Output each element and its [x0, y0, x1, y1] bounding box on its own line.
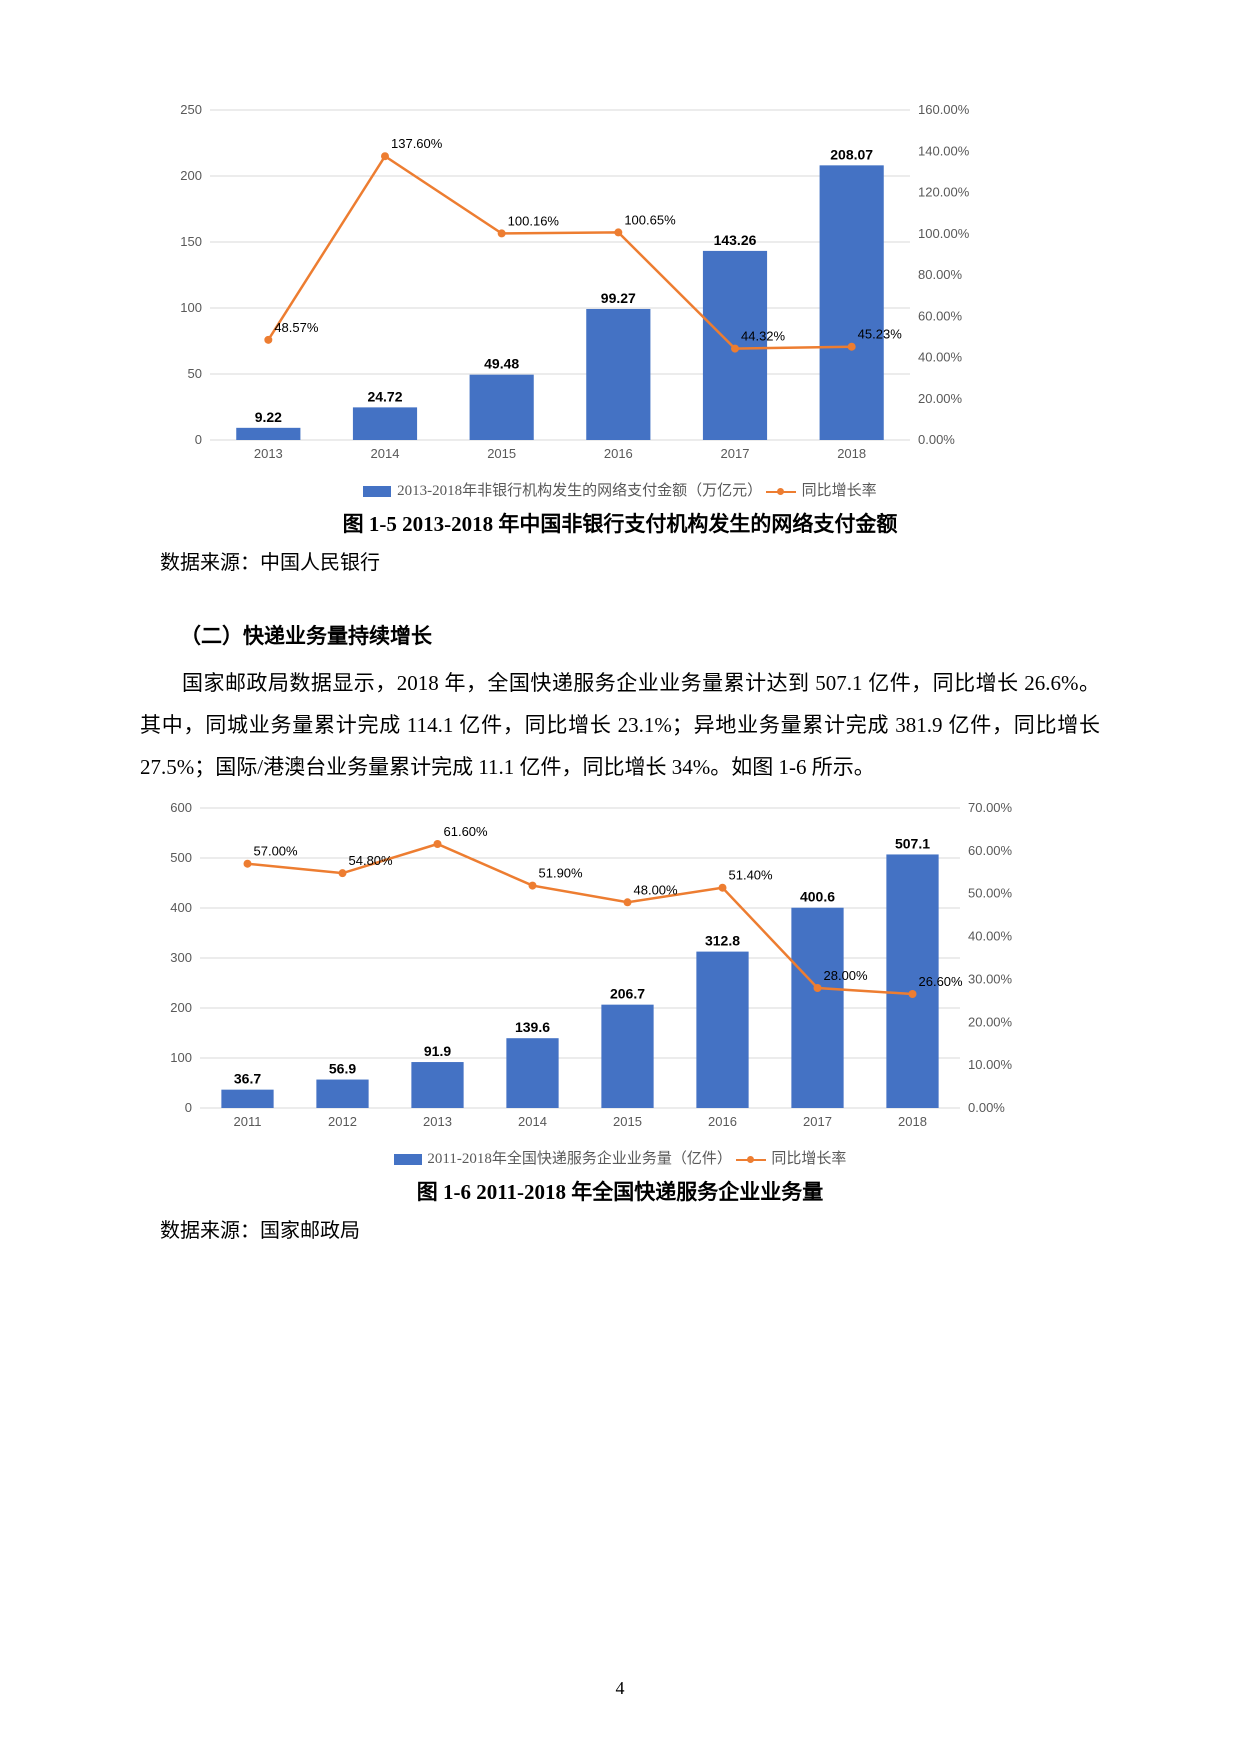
- svg-text:100: 100: [180, 300, 202, 315]
- chart-1-legend-line-icon: [766, 491, 796, 493]
- svg-text:100.16%: 100.16%: [508, 213, 560, 228]
- svg-text:2015: 2015: [613, 1114, 642, 1129]
- svg-text:2012: 2012: [328, 1114, 357, 1129]
- svg-text:26.60%: 26.60%: [919, 974, 964, 989]
- chart-1-container: 0 50 100 150 200 250 0.00% 20.00% 40.00% 60.00% 80…: [140, 100, 1100, 538]
- chart-2-legend-line-icon: [736, 1159, 766, 1161]
- svg-text:300: 300: [170, 950, 192, 965]
- svg-text:200: 200: [170, 1000, 192, 1015]
- svg-text:2018: 2018: [837, 446, 866, 461]
- svg-text:80.00%: 80.00%: [918, 267, 963, 282]
- svg-text:56.9: 56.9: [329, 1061, 356, 1077]
- svg-text:2017: 2017: [803, 1114, 832, 1129]
- svg-text:400: 400: [170, 900, 192, 915]
- chart-2-source: 数据来源：国家邮政局: [160, 1214, 1100, 1243]
- chart-1-legend-line-label: 同比增长率: [802, 483, 877, 499]
- chart-1-source: 数据来源：中国人民银行: [160, 546, 1100, 575]
- body-paragraph: 国家邮政局数据显示，2018 年，全国快递服务企业业务量累计达到 507.1 亿…: [140, 662, 1100, 788]
- chart-1-legend: 2013-2018年非银行机构发生的网络支付金额（万亿元） 同比增长率: [140, 479, 1100, 500]
- svg-text:600: 600: [170, 800, 192, 815]
- svg-text:312.8: 312.8: [705, 933, 740, 949]
- svg-text:150: 150: [180, 234, 202, 249]
- svg-text:2017: 2017: [721, 446, 750, 461]
- svg-text:70.00%: 70.00%: [968, 800, 1013, 815]
- svg-text:36.7: 36.7: [234, 1071, 261, 1087]
- chart-2-container: 0 100 200 300 400 500 600 0.00% 10.00% 20.00% 30.0…: [140, 798, 1100, 1206]
- svg-text:0.00%: 0.00%: [918, 432, 955, 447]
- chart-1-legend-bar-label: 2013-2018年非银行机构发生的网络支付金额（万亿元）: [397, 483, 762, 499]
- svg-text:100.65%: 100.65%: [624, 212, 676, 227]
- svg-text:20.00%: 20.00%: [918, 391, 963, 406]
- svg-text:50: 50: [188, 366, 202, 381]
- svg-text:61.60%: 61.60%: [444, 824, 489, 839]
- svg-text:2014: 2014: [371, 446, 400, 461]
- page-number: 4: [0, 1678, 1240, 1699]
- svg-text:507.1: 507.1: [895, 835, 930, 851]
- svg-text:60.00%: 60.00%: [968, 843, 1013, 858]
- svg-text:51.90%: 51.90%: [539, 866, 584, 881]
- svg-text:100.00%: 100.00%: [918, 226, 970, 241]
- svg-text:140.00%: 140.00%: [918, 143, 970, 158]
- svg-text:2016: 2016: [708, 1114, 737, 1129]
- chart-2-legend-line-label: 同比增长率: [771, 1151, 846, 1167]
- svg-text:2016: 2016: [604, 446, 633, 461]
- svg-text:24.72: 24.72: [367, 388, 402, 404]
- svg-text:100: 100: [170, 1050, 192, 1065]
- svg-text:0: 0: [185, 1100, 192, 1115]
- svg-text:40.00%: 40.00%: [968, 929, 1013, 944]
- svg-text:2015: 2015: [487, 446, 516, 461]
- svg-text:48.57%: 48.57%: [274, 320, 319, 335]
- svg-text:30.00%: 30.00%: [968, 971, 1013, 986]
- svg-text:99.27: 99.27: [601, 290, 636, 306]
- svg-text:137.60%: 137.60%: [391, 136, 443, 151]
- svg-text:139.6: 139.6: [515, 1019, 550, 1035]
- svg-text:40.00%: 40.00%: [918, 350, 963, 365]
- chart-2-svg: 0 100 200 300 400 500 600 0.00% 10.00% 20.00% 30.0…: [140, 798, 1040, 1138]
- chart-2-title: 图 1-6 2011-2018 年全国快递服务企业业务量: [140, 1176, 1100, 1206]
- svg-text:206.7: 206.7: [610, 986, 645, 1002]
- svg-text:10.00%: 10.00%: [968, 1057, 1013, 1072]
- chart-1-title: 图 1-5 2013-2018 年中国非银行支付机构发生的网络支付金额: [140, 508, 1100, 538]
- svg-text:45.23%: 45.23%: [858, 327, 903, 342]
- svg-text:28.00%: 28.00%: [824, 968, 869, 983]
- svg-text:400.6: 400.6: [800, 889, 835, 905]
- svg-text:200: 200: [180, 168, 202, 183]
- svg-text:2018: 2018: [898, 1114, 927, 1129]
- svg-text:48.00%: 48.00%: [634, 882, 679, 897]
- svg-text:49.48: 49.48: [484, 356, 519, 372]
- svg-text:51.40%: 51.40%: [729, 868, 774, 883]
- chart-2-legend: 2011-2018年全国快递服务企业业务量（亿件） 同比增长率: [140, 1147, 1100, 1168]
- chart-2-legend-bar-swatch: [394, 1154, 422, 1165]
- svg-text:120.00%: 120.00%: [918, 185, 970, 200]
- section-heading: （二）快递业务量持续增长: [180, 620, 1100, 650]
- svg-text:44.32%: 44.32%: [741, 329, 786, 344]
- svg-text:54.80%: 54.80%: [349, 853, 394, 868]
- svg-text:208.07: 208.07: [830, 146, 873, 162]
- svg-text:143.26: 143.26: [714, 232, 757, 248]
- svg-text:0.00%: 0.00%: [968, 1100, 1005, 1115]
- svg-text:91.9: 91.9: [424, 1043, 451, 1059]
- svg-text:2014: 2014: [518, 1114, 547, 1129]
- svg-text:50.00%: 50.00%: [968, 886, 1013, 901]
- svg-text:250: 250: [180, 102, 202, 117]
- svg-text:9.22: 9.22: [255, 409, 282, 425]
- svg-text:60.00%: 60.00%: [918, 308, 963, 323]
- svg-text:500: 500: [170, 850, 192, 865]
- svg-text:0: 0: [195, 432, 202, 447]
- chart-1-svg: 0 50 100 150 200 250 0.00% 20.00% 40.00% 60.00% 80…: [140, 100, 1000, 470]
- svg-text:2013: 2013: [254, 446, 283, 461]
- chart-2-legend-bar-label: 2011-2018年全国快递服务企业业务量（亿件）: [427, 1151, 731, 1167]
- svg-text:2013: 2013: [423, 1114, 452, 1129]
- svg-text:20.00%: 20.00%: [968, 1014, 1013, 1029]
- svg-text:2011: 2011: [234, 1114, 262, 1129]
- svg-text:57.00%: 57.00%: [254, 844, 299, 859]
- chart-1-legend-bar-swatch: [363, 486, 391, 497]
- svg-text:160.00%: 160.00%: [918, 102, 970, 117]
